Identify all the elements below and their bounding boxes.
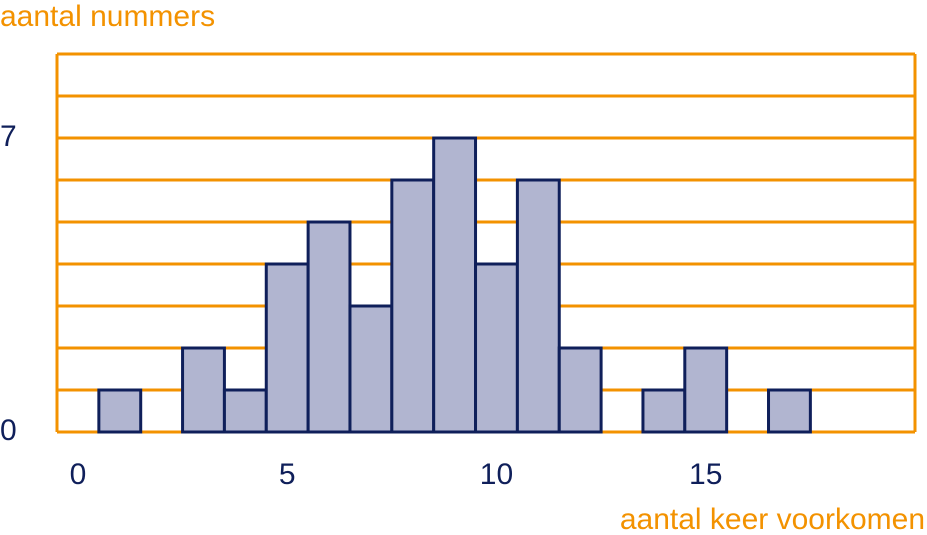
- x-tick-label: 15: [689, 458, 722, 491]
- bar: [306, 220, 352, 434]
- bar: [222, 388, 268, 434]
- x-tick-label: 5: [279, 458, 296, 491]
- chart-title: aantal nummers: [0, 0, 215, 33]
- x-axis-label: aantal keer voorkomen: [620, 503, 925, 535]
- bar: [767, 388, 812, 434]
- bar: [515, 178, 561, 434]
- bar: [641, 388, 687, 434]
- bar: [432, 136, 478, 434]
- bar: [181, 346, 226, 434]
- bar: [264, 262, 310, 434]
- bar: [97, 388, 143, 434]
- bar: [683, 346, 729, 434]
- bar: [390, 178, 436, 434]
- bar: [348, 304, 394, 434]
- x-tick-label: 0: [70, 458, 87, 491]
- x-tick-label: 10: [480, 458, 513, 491]
- bar: [474, 262, 519, 434]
- y-tick-label: 7: [0, 120, 17, 153]
- bar: [557, 346, 603, 434]
- y-tick-label: 0: [0, 414, 17, 447]
